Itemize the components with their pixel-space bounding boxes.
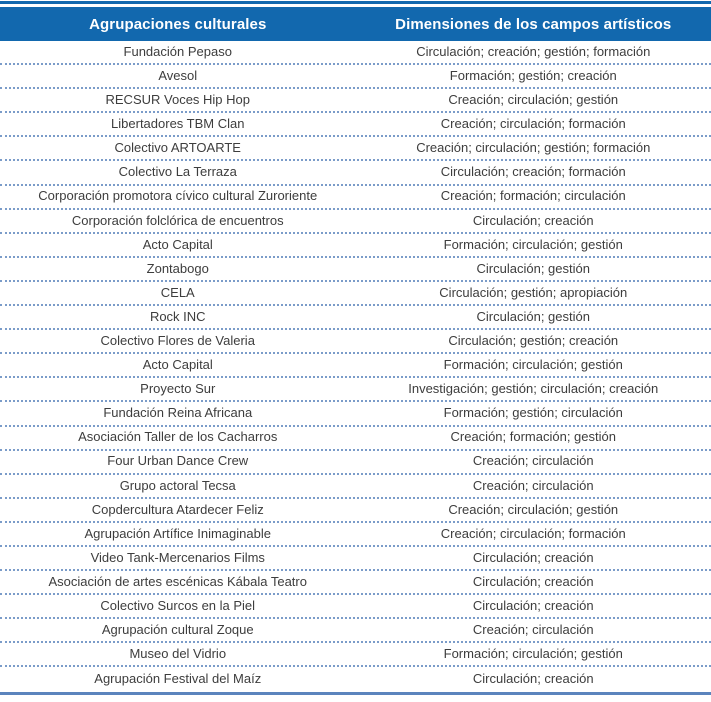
dimensions-cell: Circulación; gestión; apropiación: [439, 285, 628, 300]
dimensions-cell: Circulación; creación: [472, 672, 594, 687]
dimensions-cell: Circulación; creación; formación: [440, 165, 626, 180]
dimensions-cell: Creación; circulación; gestión: [448, 93, 619, 108]
dimensions-cell: Circulación; gestión; creación: [448, 334, 619, 349]
dimensions-cell: Creación; circulación; formación: [440, 526, 626, 541]
group-name-cell: Libertadores TBM Clan: [111, 117, 245, 132]
table-row: Proyecto Sur Investigación; gestión; circ…: [0, 378, 711, 403]
group-name-cell: Avesol: [158, 68, 198, 83]
table-row: RECSUR Voces Hip Hop Creación; circulació…: [0, 89, 711, 114]
dimensions-cell: Circulación; creación: [472, 550, 594, 565]
group-name-cell: Agrupación Festival del Maíz: [94, 672, 262, 687]
table-row: CELA Circulación; gestión; apropiación: [0, 282, 711, 307]
dimensions-cell: Creación; circulación: [472, 454, 594, 469]
group-name-cell: Agrupación Artífice Inimaginable: [84, 526, 271, 541]
group-name-cell: Colectivo Surcos en la Piel: [100, 599, 256, 614]
table-row: Agrupación Festival del Maíz Circulación;…: [0, 667, 711, 691]
table-row: Avesol Formación; gestión; creación: [0, 65, 711, 90]
group-name-cell: Zontabogo: [146, 261, 209, 276]
dimensions-cell: Creación; circulación; formación: [440, 117, 626, 132]
group-name-cell: Colectivo Flores de Valeria: [100, 334, 255, 349]
group-name-cell: RECSUR Voces Hip Hop: [105, 93, 251, 108]
group-name-cell: Acto Capital: [142, 237, 213, 252]
table-row: Acto Capital Formación; circulación; gest…: [0, 354, 711, 379]
table-row: Museo del Vidrio Formación; circulación; …: [0, 643, 711, 668]
table-row: Asociación de artes escénicas Kábala Tea…: [0, 571, 711, 596]
table-row: Copdercultura Atardecer Feliz Creación; c…: [0, 499, 711, 523]
dimensions-cell: Creación; circulación: [472, 623, 594, 638]
group-name-cell: Acto Capital: [142, 358, 213, 373]
table-row: Grupo actoral Tecsa Creación; circulación: [0, 475, 711, 499]
table-row: Colectivo La Terraza Circulación; creació…: [0, 161, 711, 186]
table-body: Fundación Pepaso Circulación; creación; g…: [0, 41, 711, 692]
table-row: Colectivo Surcos en la Piel Circulación; …: [0, 595, 711, 620]
dimensions-cell: Circulación; creación: [472, 599, 594, 614]
group-name-cell: Colectivo La Terraza: [118, 165, 237, 180]
table-row: Video Tank-Mercenarios Films Circulación;…: [0, 547, 711, 572]
group-name-cell: Copdercultura Atardecer Feliz: [91, 502, 264, 517]
group-name-cell: Corporación folclórica de encuentros: [71, 213, 284, 228]
dimensions-cell: Creación; circulación; gestión: [448, 502, 619, 517]
group-name-cell: Four Urban Dance Crew: [107, 454, 249, 469]
table-row: Corporación promotora cívico cultural Zu…: [0, 186, 711, 210]
group-name-cell: Proyecto Sur: [140, 382, 216, 397]
dimensions-cell: Circulación; gestión: [476, 261, 590, 276]
dimensions-cell: Circulación; gestión: [476, 309, 590, 324]
dimensions-cell: Formación; gestión; creación: [449, 68, 617, 83]
column-header-agrupaciones: Agrupaciones culturales: [89, 15, 267, 33]
group-name-cell: Grupo actoral Tecsa: [119, 478, 236, 493]
dimensions-cell: Circulación; creación: [472, 574, 594, 589]
dimensions-cell: Investigación; gestión; circulación; cre…: [408, 382, 659, 397]
dimensions-cell: Creación; formación; gestión: [450, 430, 616, 445]
bottom-rule: [0, 691, 711, 695]
table-row: Rock INC Circulación; gestión: [0, 306, 711, 331]
table-row: Zontabogo Circulación; gestión: [0, 258, 711, 282]
group-name-cell: Asociación Taller de los Cacharros: [78, 430, 278, 445]
dimensions-cell: Formación; gestión; circulación: [443, 406, 623, 421]
group-name-cell: Asociación de artes escénicas Kábala Tea…: [48, 574, 307, 589]
group-name-cell: Museo del Vidrio: [129, 647, 227, 662]
group-name-cell: Video Tank-Mercenarios Films: [90, 550, 265, 565]
group-name-cell: Fundación Pepaso: [123, 44, 232, 59]
table-header-row: Agrupaciones culturales Dimensiones de l…: [0, 7, 711, 41]
group-name-cell: Fundación Reina Africana: [103, 406, 253, 421]
dimensions-cell: Creación; circulación; gestión; formació…: [416, 141, 651, 156]
table-row: Acto Capital Formación; circulación; gest…: [0, 234, 711, 258]
group-name-cell: CELA: [160, 285, 195, 300]
dimensions-cell: Formación; circulación; gestión: [443, 647, 623, 662]
group-name-cell: Agrupación cultural Zoque: [101, 623, 254, 638]
table-row: Asociación Taller de los Cacharros Creaci…: [0, 427, 711, 451]
group-name-cell: Corporación promotora cívico cultural Zu…: [38, 189, 318, 204]
table-row: Four Urban Dance Crew Creación; circulaci…: [0, 451, 711, 475]
table-row: Fundación Pepaso Circulación; creación; g…: [0, 41, 711, 66]
dimensions-cell: Circulación; creación; gestión; formació…: [416, 44, 651, 59]
table-row: Agrupación cultural Zoque Creación; circu…: [0, 619, 711, 644]
dimensions-cell: Circulación; creación: [472, 213, 594, 228]
top-rule: [0, 1, 711, 4]
column-header-dimensiones: Dimensiones de los campos artísticos: [395, 15, 672, 33]
dimensions-cell: Creación; formación; circulación: [440, 189, 626, 204]
table-row: Colectivo Flores de Valeria Circulación; …: [0, 330, 711, 355]
table-row: Corporación folclórica de encuentros Circ…: [0, 210, 711, 234]
dimensions-cell: Creación; circulación: [472, 478, 594, 493]
table-row: Agrupación Artífice Inimaginable Creación…: [0, 523, 711, 547]
dimensions-cell: Formación; circulación; gestión: [443, 237, 623, 252]
group-name-cell: Colectivo ARTOARTE: [114, 141, 241, 156]
table-row: Libertadores TBM Clan Creación; circulaci…: [0, 113, 711, 138]
table-row: Fundación Reina Africana Formación; gesti…: [0, 402, 711, 427]
table-row: Colectivo ARTOARTE Creación; circulación;…: [0, 137, 711, 162]
dimensions-cell: Formación; circulación; gestión: [443, 358, 623, 373]
group-name-cell: Rock INC: [149, 309, 206, 324]
